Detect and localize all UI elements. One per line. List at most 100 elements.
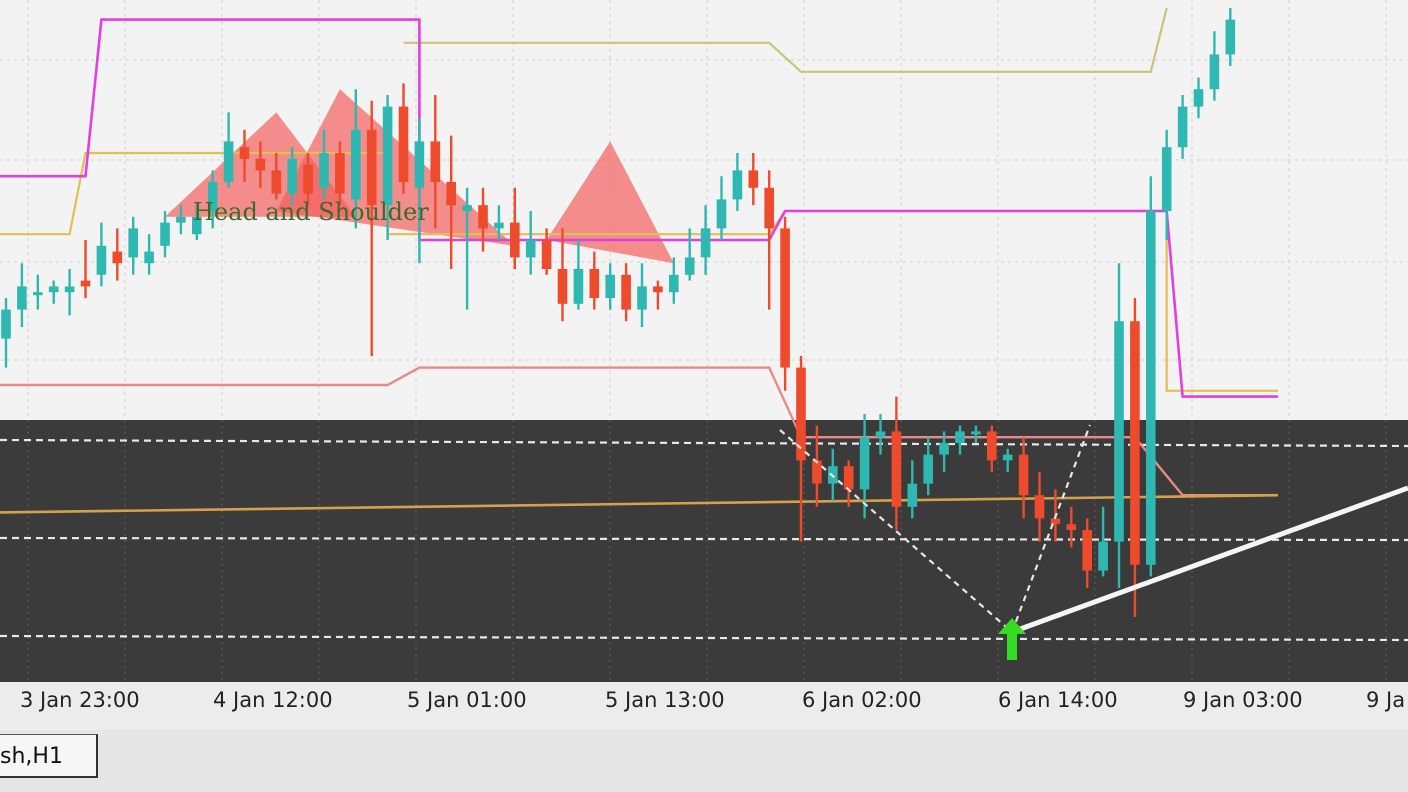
candle-body (382, 106, 393, 206)
x-tick-label: 6 Jan 14:00 (998, 688, 1118, 712)
x-tick-label: 5 Jan 13:00 (605, 688, 725, 712)
candle-body (605, 274, 615, 298)
symbol-tab[interactable]: sh,H1 (0, 734, 98, 778)
candle-body (955, 431, 965, 443)
candle-body (48, 286, 59, 293)
trend-line (1011, 485, 1408, 635)
candle-body (589, 269, 600, 298)
candle-body (1, 309, 11, 339)
candle-body (987, 431, 997, 461)
candle-body (700, 228, 711, 258)
candle-body (64, 286, 75, 293)
candle-body (653, 286, 663, 293)
candle-body (192, 216, 202, 235)
candle-body (478, 205, 488, 229)
projection-line-right (1010, 424, 1092, 633)
candle-body (510, 222, 520, 258)
candle-body (923, 454, 933, 484)
candle-body (128, 228, 138, 258)
candle-body (1209, 54, 1220, 90)
candle-body (33, 292, 43, 296)
candle-body (335, 153, 345, 194)
olive-band-line (403, 7, 1168, 73)
buy-arrow-icon (998, 618, 1026, 660)
candle-body (430, 141, 441, 182)
candle-body (939, 443, 949, 455)
candle-body (573, 269, 584, 304)
head-triangle (276, 89, 515, 246)
pink-band-line (0, 366, 1278, 497)
candle-body (414, 141, 425, 188)
candle-body (732, 170, 743, 200)
candle-body (303, 164, 313, 194)
candle-body (859, 437, 870, 490)
candle-body (1082, 530, 1092, 571)
x-tick-label: 3 Jan 23:00 (20, 688, 140, 712)
candle-body (176, 216, 186, 223)
candle-body (843, 466, 854, 490)
candle-body (1130, 321, 1140, 565)
candle-body (557, 269, 568, 304)
chart-area[interactable]: Head and Shoulder (0, 0, 1408, 682)
price-chart[interactable] (0, 0, 1408, 682)
candle-body (351, 129, 361, 200)
candle-body (684, 257, 695, 275)
candle-body (1050, 518, 1061, 525)
candle-body (1002, 454, 1013, 461)
candle-body (796, 367, 806, 461)
projection-line-left (779, 429, 1013, 633)
x-tick-label: 9 Ja (1366, 688, 1406, 712)
dark-panel (0, 420, 1408, 682)
candle-body (637, 286, 647, 310)
candle-body (446, 182, 456, 206)
candle-body (462, 205, 472, 211)
candle-body (287, 158, 297, 194)
candle-body (812, 460, 822, 484)
candle-body (80, 280, 91, 287)
candle-body (907, 483, 918, 507)
candle-body (764, 187, 774, 229)
candle-body (541, 240, 552, 269)
x-tick-label: 5 Jan 01:00 (407, 688, 527, 712)
level-line (0, 536, 1408, 542)
candle-body (621, 274, 631, 310)
chart-tab-strip (0, 730, 1408, 792)
candle-body (780, 228, 790, 368)
candle-body (112, 251, 123, 264)
candle-body (271, 170, 282, 194)
x-tick-label: 6 Jan 02:00 (802, 688, 922, 712)
yellow-band-line (0, 151, 1278, 392)
candle-body (160, 222, 170, 246)
candle-body (144, 251, 154, 264)
candle-body (1161, 147, 1172, 211)
pattern-label: Head and Shoulder (193, 198, 429, 226)
time-axis (0, 682, 1408, 730)
candle-body (1193, 89, 1204, 107)
level-line (0, 634, 1408, 642)
candle-body (1114, 321, 1124, 542)
candle-body (1225, 19, 1236, 55)
candle-body (875, 431, 886, 438)
right-shoulder-triangle (546, 141, 674, 264)
candle-body (1066, 524, 1077, 530)
candle-body (525, 240, 536, 258)
candle-body (319, 153, 329, 188)
candle-body (1018, 454, 1029, 496)
candle-body (971, 431, 981, 435)
magenta-band-line (0, 18, 1278, 398)
candle-body (398, 106, 409, 182)
x-tick-label: 4 Jan 12:00 (213, 688, 333, 712)
level-line (0, 438, 1408, 448)
candle-body (1034, 495, 1045, 519)
candle-body (748, 170, 759, 188)
candle-body (207, 182, 218, 211)
candle-body (891, 431, 902, 507)
x-tick-label: 9 Jan 03:00 (1183, 688, 1303, 712)
candle-body (669, 274, 679, 293)
candle-body (494, 222, 504, 229)
candle-body (17, 286, 27, 310)
candle-body (223, 141, 234, 182)
candle-body (716, 199, 727, 229)
candle-body (255, 158, 266, 171)
candle-body (366, 129, 377, 206)
